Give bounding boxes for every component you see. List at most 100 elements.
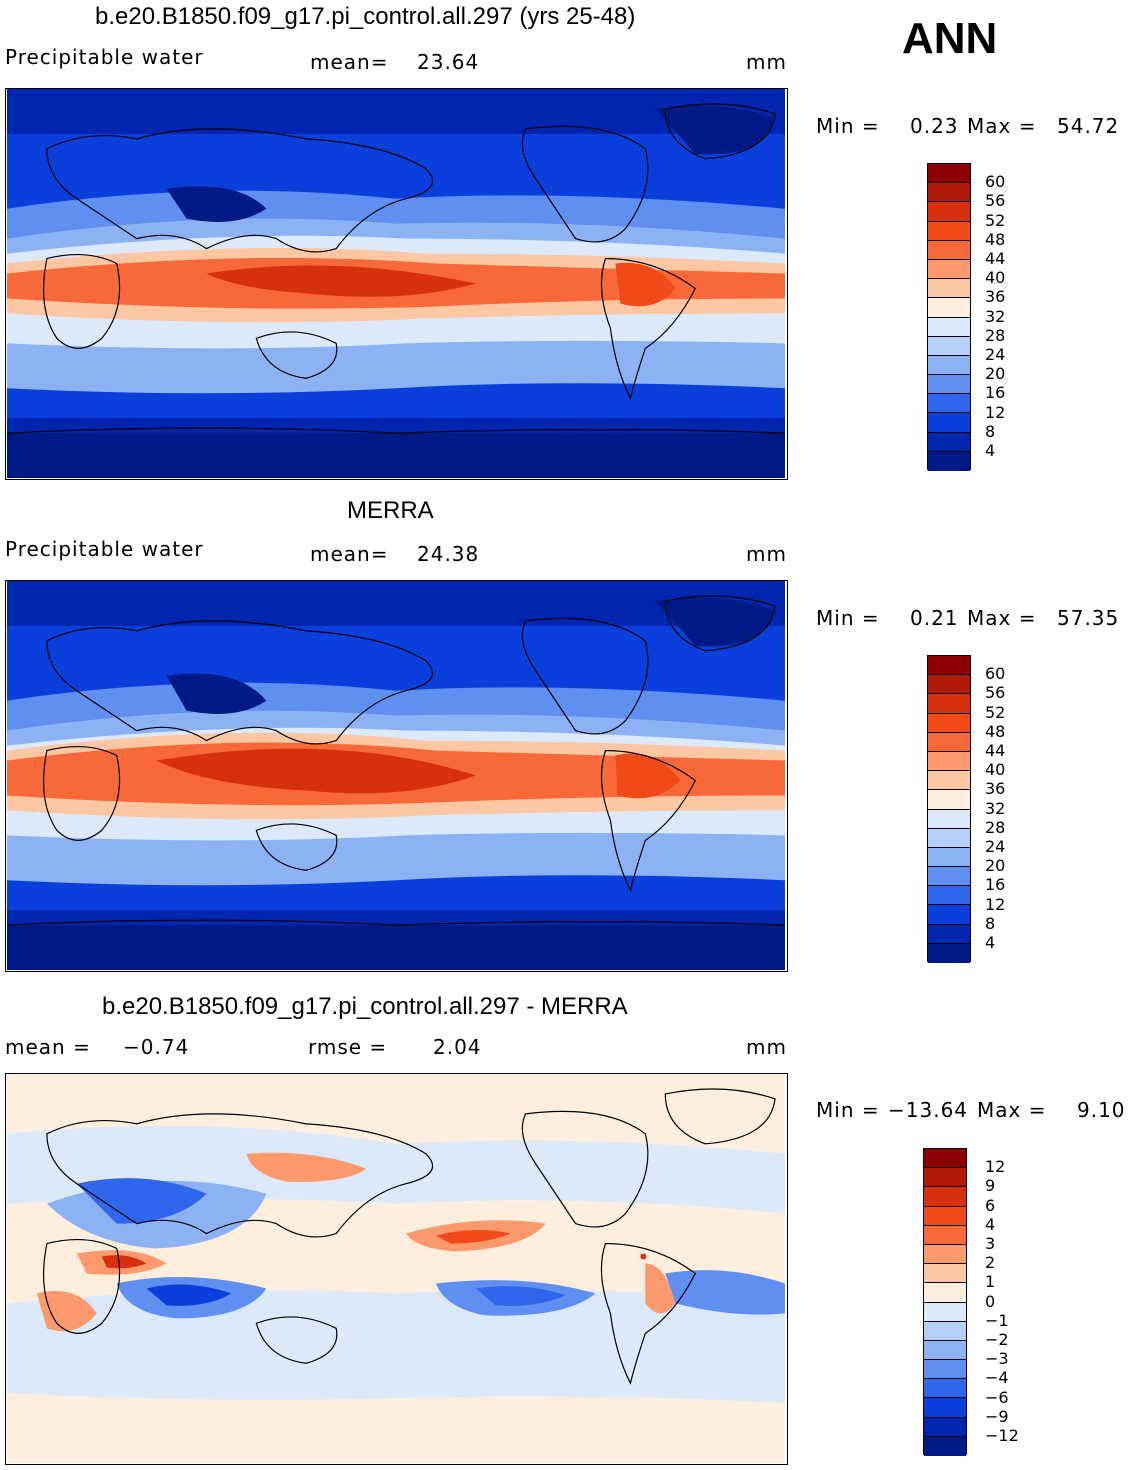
colorbar-tick-label: 6: [985, 1195, 996, 1215]
colorbar-segment: [924, 1321, 966, 1341]
colorbar-tick-label: 60: [985, 172, 1006, 192]
colorbar-segment: [928, 451, 970, 471]
colorbar-segment: [924, 1398, 966, 1418]
colorbar-tick-label: 8: [985, 913, 996, 933]
panel3-max-value: 9.10: [1077, 1098, 1126, 1122]
panel2-colorbar: [927, 655, 971, 963]
colorbar-tick-label: 24: [985, 345, 1006, 364]
panel2-title: MERRA: [347, 497, 434, 524]
colorbar-tick-label: 56: [985, 683, 1006, 703]
colorbar-segment: [924, 1340, 966, 1361]
colorbar-segment: [928, 694, 970, 714]
colorbar-tick-label: 28: [985, 817, 1006, 837]
panel1-min-value: 0.23: [910, 114, 959, 138]
colorbar-segment: [928, 751, 970, 772]
colorbar-segment: [928, 771, 970, 791]
colorbar-tick-label: 44: [985, 249, 1006, 268]
panel3-map: [5, 1073, 788, 1465]
colorbar-tick-label: 60: [985, 664, 1006, 684]
colorbar-segment: [924, 1168, 966, 1188]
colorbar-segment: [928, 202, 970, 222]
colorbar-segment: [928, 317, 970, 337]
colorbar-tick-label: 20: [985, 364, 1006, 384]
colorbar-tick-label: 9: [985, 1176, 996, 1196]
panel3-title: b.e20.B1850.f09_g17.pi_control.all.297 -…: [102, 993, 628, 1020]
colorbar-segment: [924, 1436, 966, 1456]
panel2-variable: Precipitable water: [5, 537, 204, 561]
colorbar-segment: [928, 656, 970, 676]
colorbar-tick-label: 2: [985, 1253, 996, 1273]
colorbar-segment: [928, 279, 970, 299]
colorbar-segment: [924, 1149, 966, 1169]
panel2-map: [5, 580, 788, 972]
colorbar-tick-label: −4: [985, 1368, 1009, 1388]
colorbar-tick-label: 36: [985, 779, 1006, 799]
colorbar-segment: [928, 943, 970, 963]
colorbar-tick-label: 12: [985, 402, 1006, 422]
colorbar-tick-label: 56: [985, 191, 1006, 211]
colorbar-tick-label: 12: [985, 894, 1006, 914]
colorbar-tick-label: 40: [985, 268, 1006, 288]
colorbar-segment: [928, 732, 970, 752]
colorbar-segment: [928, 809, 970, 829]
colorbar-tick-label: 28: [985, 325, 1006, 345]
colorbar-segment: [928, 924, 970, 944]
panel3-mean-label: mean =: [5, 1035, 91, 1059]
colorbar-segment: [924, 1379, 966, 1399]
colorbar-tick-label: −9: [985, 1406, 1009, 1426]
panel1-title: b.e20.B1850.f09_g17.pi_control.all.297 (…: [95, 3, 636, 30]
panel3-colorbar: [923, 1148, 967, 1456]
panel3-min-value: −13.64: [888, 1098, 969, 1122]
panel2-max-value: 57.35: [1057, 606, 1120, 630]
colorbar-tick-label: 48: [985, 229, 1006, 249]
panel1-map: [5, 88, 788, 480]
colorbar-tick-label: −3: [985, 1349, 1009, 1369]
colorbar-tick-label: 40: [985, 760, 1006, 780]
colorbar-segment: [924, 1360, 966, 1380]
colorbar-segment: [928, 355, 970, 376]
colorbar-segment: [924, 1187, 966, 1207]
colorbar-tick-label: 44: [985, 741, 1006, 760]
colorbar-segment: [928, 847, 970, 868]
colorbar-tick-label: 52: [985, 210, 1006, 230]
colorbar-segment: [928, 259, 970, 280]
colorbar-tick-label: 20: [985, 856, 1006, 876]
colorbar-tick-label: 16: [985, 875, 1006, 895]
panel3-rmse-value: 2.04: [433, 1035, 482, 1059]
colorbar-segment: [924, 1302, 966, 1322]
colorbar-tick-label: 36: [985, 287, 1006, 307]
panel2-max-label: Max =: [967, 606, 1037, 630]
colorbar-segment: [928, 675, 970, 695]
colorbar-tick-label: 32: [985, 798, 1006, 818]
panel2-min-label: Min =: [816, 606, 880, 630]
colorbar-segment: [928, 905, 970, 925]
panel3-mean-value: −0.74: [123, 1035, 190, 1059]
panel3-units: mm: [746, 1035, 787, 1059]
panel1-mean-value: 23.64: [417, 50, 480, 74]
colorbar-segment: [928, 240, 970, 260]
colorbar-segment: [928, 432, 970, 452]
panel1-units: mm: [746, 50, 787, 74]
colorbar-segment: [928, 790, 970, 810]
colorbar-segment: [928, 713, 970, 733]
colorbar-segment: [928, 828, 970, 848]
colorbar-segment: [928, 394, 970, 414]
colorbar-tick-label: 48: [985, 721, 1006, 741]
colorbar-tick-label: −2: [985, 1330, 1009, 1349]
panel1-max-value: 54.72: [1057, 114, 1120, 138]
colorbar-tick-label: 24: [985, 837, 1006, 856]
panel1-mean-label: mean=: [310, 50, 389, 74]
colorbar-segment: [928, 221, 970, 241]
colorbar-tick-label: 8: [985, 421, 996, 441]
colorbar-tick-label: 32: [985, 306, 1006, 326]
colorbar-segment: [928, 375, 970, 395]
colorbar-segment: [928, 298, 970, 318]
colorbar-tick-label: 4: [985, 441, 996, 460]
panel1-min-label: Min =: [816, 114, 880, 138]
colorbar-tick-label: 3: [985, 1234, 996, 1253]
colorbar-segment: [928, 867, 970, 887]
colorbar-segment: [928, 413, 970, 433]
colorbar-tick-label: 16: [985, 383, 1006, 403]
panel2-mean-label: mean=: [310, 542, 389, 566]
colorbar-segment: [924, 1225, 966, 1245]
